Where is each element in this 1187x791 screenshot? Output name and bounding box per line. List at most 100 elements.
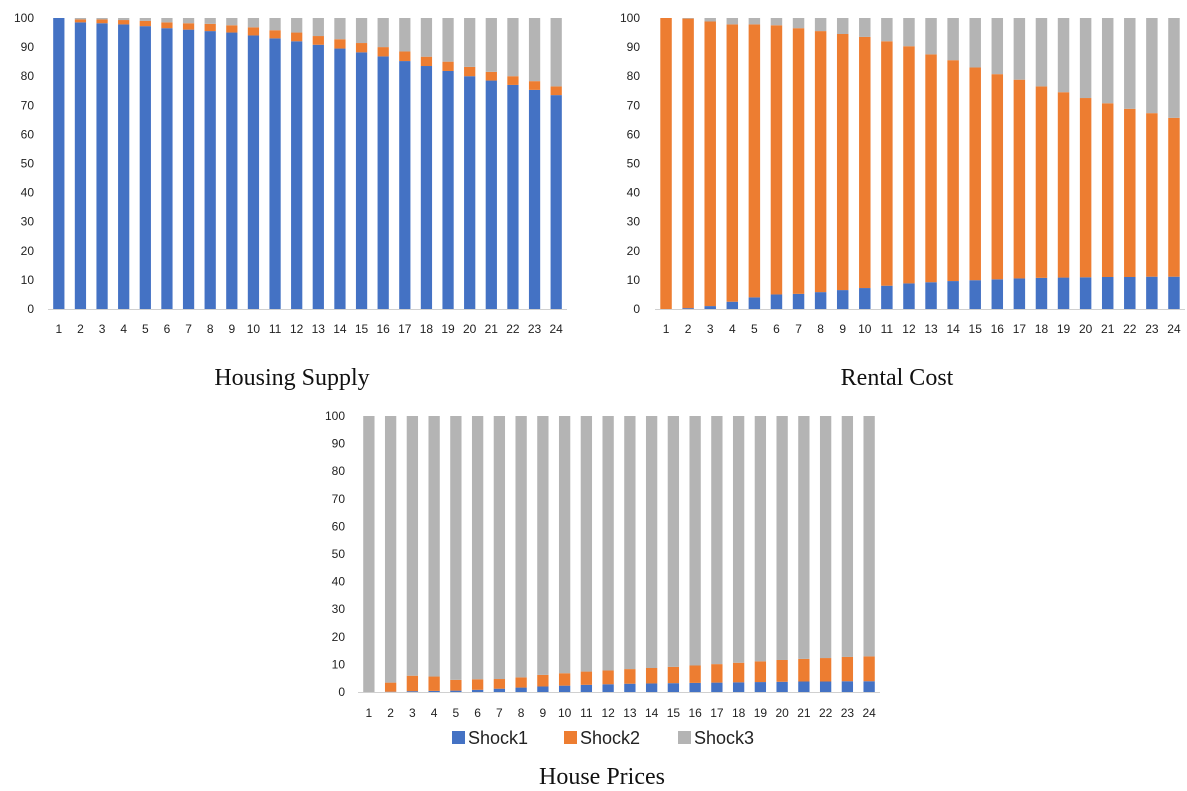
bar-shock3-17 xyxy=(1013,18,1026,80)
x-tick-label: 23 xyxy=(528,322,542,336)
x-tick-label: 20 xyxy=(463,322,477,336)
bar-shock1-3 xyxy=(704,306,716,309)
legend-swatch-shock3 xyxy=(678,731,691,744)
bar-shock1-5 xyxy=(748,297,761,309)
bar-shock2-4 xyxy=(428,676,440,691)
x-tick-label: 10 xyxy=(247,322,261,336)
bar-shock3-23 xyxy=(528,18,541,82)
bar-shock3-10 xyxy=(859,18,871,37)
x-tick-label: 18 xyxy=(732,706,746,720)
x-tick-label: 17 xyxy=(710,706,724,720)
x-tick-label: 24 xyxy=(862,706,876,720)
legend-swatch-shock1 xyxy=(452,731,465,744)
bar-shock3-7 xyxy=(792,18,805,29)
bar-shock3-9 xyxy=(226,18,238,26)
x-tick-label: 2 xyxy=(77,322,84,336)
bar-shock3-2 xyxy=(74,18,87,20)
bar-shock2-2 xyxy=(682,18,694,309)
bar-shock2-21 xyxy=(485,71,497,81)
y-tick-label: 80 xyxy=(627,69,641,83)
bar-shock3-15 xyxy=(355,18,368,44)
bar-shock3-4 xyxy=(428,416,440,677)
y-tick-label: 10 xyxy=(627,273,641,287)
bar-shock2-14 xyxy=(334,39,346,49)
bar-shock3-14 xyxy=(334,18,346,40)
bar-shock1-23 xyxy=(841,681,854,692)
y-tick-label: 0 xyxy=(27,302,34,316)
x-tick-label: 11 xyxy=(580,706,593,720)
y-tick-label: 50 xyxy=(627,157,641,171)
bar-shock1-10 xyxy=(859,288,871,309)
x-tick-label: 15 xyxy=(969,322,983,336)
bar-shock1-24 xyxy=(1168,276,1180,309)
y-tick-label: 40 xyxy=(332,575,346,589)
bar-shock1-19 xyxy=(442,70,454,310)
bar-shock3-22 xyxy=(1124,18,1136,109)
bar-shock1-19 xyxy=(1057,277,1070,309)
x-tick-label: 1 xyxy=(55,322,62,336)
bar-shock3-7 xyxy=(493,416,506,680)
bar-shock1-13 xyxy=(624,683,636,692)
x-tick-label: 8 xyxy=(207,322,214,336)
bar-shock2-13 xyxy=(624,669,636,684)
bar-shock1-7 xyxy=(493,688,506,692)
bar-shock1-18 xyxy=(420,66,433,310)
bar-shock1-22 xyxy=(1124,276,1136,309)
bar-shock1-11 xyxy=(881,285,893,309)
bar-shock3-19 xyxy=(754,416,767,662)
bar-shock2-13 xyxy=(925,54,937,283)
x-tick-label: 16 xyxy=(991,322,1005,336)
bar-shock3-17 xyxy=(399,18,411,52)
legend-label-shock3: Shock3 xyxy=(694,728,754,748)
bar-shock1-14 xyxy=(947,281,959,309)
bar-shock2-19 xyxy=(442,61,454,71)
bar-shock1-8 xyxy=(204,31,216,309)
x-tick-label: 19 xyxy=(1057,322,1071,336)
x-tick-label: 7 xyxy=(185,322,192,336)
x-tick-label: 4 xyxy=(120,322,127,336)
y-tick-label: 90 xyxy=(332,437,346,451)
x-tick-label: 7 xyxy=(496,706,503,720)
bar-shock2-20 xyxy=(776,659,788,682)
bar-shock1-17 xyxy=(1013,278,1026,309)
x-tick-label: 16 xyxy=(688,706,702,720)
bar-shock2-19 xyxy=(754,661,767,683)
bar-shock3-19 xyxy=(442,18,454,62)
bar-shock1-10 xyxy=(247,35,260,310)
bar-shock2-17 xyxy=(711,664,723,683)
bar-shock2-3 xyxy=(96,19,108,24)
bar-shock3-23 xyxy=(1146,18,1158,114)
y-tick-label: 40 xyxy=(627,186,641,200)
bar-shock1-16 xyxy=(377,56,389,309)
bar-shock1-6 xyxy=(770,294,783,309)
x-tick-label: 5 xyxy=(453,706,460,720)
bar-shock3-23 xyxy=(841,416,854,657)
bar-shock1-4 xyxy=(118,24,130,310)
bar-shock2-9 xyxy=(836,34,849,291)
bar-shock1-17 xyxy=(399,61,411,309)
bar-shock1-12 xyxy=(291,41,303,309)
bar-shock1-5 xyxy=(139,26,151,310)
bar-shock2-15 xyxy=(355,43,368,53)
x-tick-label: 1 xyxy=(366,706,373,720)
bar-shock2-10 xyxy=(558,673,571,686)
bar-shock3-3 xyxy=(406,416,419,676)
legend: Shock1 Shock2 Shock3 xyxy=(452,728,754,748)
bar-shock1-4 xyxy=(726,301,739,309)
caption-rental-cost: Rental Cost xyxy=(841,365,954,391)
y-tick-label: 20 xyxy=(332,630,346,644)
bar-shock3-24 xyxy=(863,416,875,657)
bar-shock1-1 xyxy=(53,18,65,309)
x-tick-label: 6 xyxy=(164,322,171,336)
bar-shock2-2 xyxy=(74,19,87,23)
bar-shock3-2 xyxy=(682,18,694,19)
bar-shock2-20 xyxy=(464,66,476,77)
x-tick-label: 4 xyxy=(729,322,736,336)
bar-shock2-23 xyxy=(1146,113,1158,277)
x-tick-label: 24 xyxy=(550,322,564,336)
bar-shock3-15 xyxy=(667,416,680,667)
bar-shock1-22 xyxy=(507,84,519,310)
bar-shock1-5 xyxy=(450,690,462,692)
bar-shock1-6 xyxy=(161,28,173,309)
